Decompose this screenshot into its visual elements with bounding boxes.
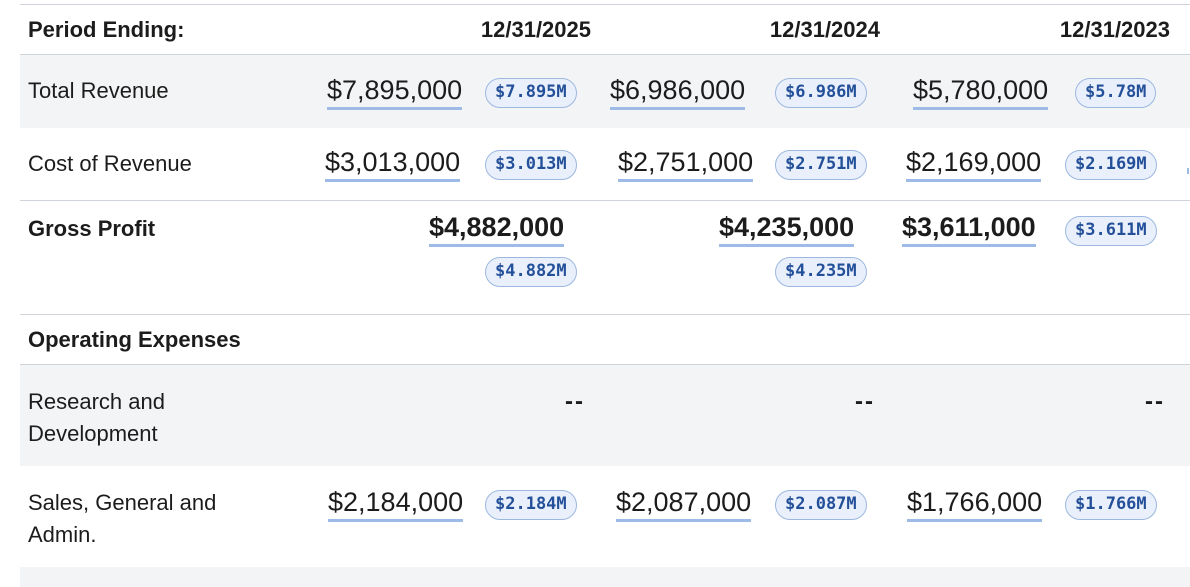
- table-row-gross-profit: Gross Profit $4,882,000 $4.882M $4,235,0…: [20, 201, 1190, 315]
- badge-gross-profit-2024[interactable]: $4.235M: [775, 257, 867, 287]
- badge-cost-of-revenue-2025[interactable]: $3.013M: [485, 150, 577, 180]
- row-label-research-development-line1: Research and: [28, 389, 165, 414]
- section-label-operating-expenses: Operating Expenses: [28, 327, 241, 352]
- value-gross-profit-2025[interactable]: $4,882,000: [429, 210, 565, 247]
- value-sga-2024[interactable]: $2,087,000: [616, 485, 752, 522]
- value-gross-profit-2023[interactable]: $3,611,000: [902, 210, 1036, 247]
- row-label-sga-line2: Admin.: [28, 522, 97, 547]
- badge-total-revenue-2025[interactable]: $7.895M: [485, 78, 577, 108]
- badge-total-revenue-2024[interactable]: $6.986M: [775, 78, 867, 108]
- row-label-gross-profit: Gross Profit: [28, 216, 156, 241]
- value-research-development-2023: --: [1145, 388, 1165, 415]
- value-cost-of-revenue-2023[interactable]: $2,169,000: [906, 145, 1042, 182]
- badge-sga-2024[interactable]: $2.087M: [775, 490, 867, 520]
- table-row-cost-of-revenue: Cost of Revenue $3,013,000 $3.013M $2,75…: [20, 128, 1190, 201]
- badge-total-revenue-2023[interactable]: $5.78M: [1075, 78, 1157, 108]
- overflow-tick: [1187, 168, 1190, 174]
- value-total-revenue-2023[interactable]: $5,780,000: [913, 73, 1049, 110]
- row-label-total-revenue: Total Revenue: [28, 78, 169, 103]
- value-sga-2023[interactable]: $1,766,000: [907, 485, 1043, 522]
- value-research-development-2025: --: [565, 388, 585, 415]
- table-row-research-development: Research and Development -- -- --: [20, 365, 1190, 466]
- table-header-row: Period Ending: 12/31/2025 12/31/2024 12/…: [20, 5, 1190, 55]
- row-label-sga-line1: Sales, General and: [28, 490, 217, 515]
- value-research-development-2024: --: [855, 388, 875, 415]
- badge-sga-2025[interactable]: $2.184M: [485, 490, 577, 520]
- table-row-next-partial: [20, 567, 1190, 587]
- badge-gross-profit-2023[interactable]: $3.611M: [1065, 216, 1157, 246]
- period-ending-label: Period Ending:: [28, 17, 185, 42]
- table-row-sga: Sales, General and Admin. $2,184,000 $2.…: [20, 466, 1190, 567]
- badge-gross-profit-2025[interactable]: $4.882M: [485, 257, 577, 287]
- value-cost-of-revenue-2025[interactable]: $3,013,000: [325, 145, 461, 182]
- badge-cost-of-revenue-2024[interactable]: $2.751M: [775, 150, 867, 180]
- badge-sga-2023[interactable]: $1.766M: [1065, 490, 1157, 520]
- value-total-revenue-2025[interactable]: $7,895,000: [327, 73, 463, 110]
- row-label-cost-of-revenue: Cost of Revenue: [28, 151, 192, 176]
- period-header-2023: 12/31/2023: [1059, 17, 1170, 42]
- period-header-2024: 12/31/2024: [769, 17, 880, 42]
- period-header-2025: 12/31/2025: [480, 17, 591, 42]
- value-gross-profit-2024[interactable]: $4,235,000: [719, 210, 855, 247]
- value-sga-2025[interactable]: $2,184,000: [328, 485, 464, 522]
- value-cost-of-revenue-2024[interactable]: $2,751,000: [618, 145, 754, 182]
- badge-cost-of-revenue-2023[interactable]: $2.169M: [1065, 150, 1157, 180]
- table-row-total-revenue: Total Revenue $7,895,000 $7.895M $6,986,…: [20, 55, 1190, 128]
- section-header-operating-expenses: Operating Expenses: [20, 315, 1190, 365]
- income-statement-table: Period Ending: 12/31/2025 12/31/2024 12/…: [20, 4, 1190, 587]
- row-label-research-development-line2: Development: [28, 421, 158, 446]
- value-total-revenue-2024[interactable]: $6,986,000: [610, 73, 746, 110]
